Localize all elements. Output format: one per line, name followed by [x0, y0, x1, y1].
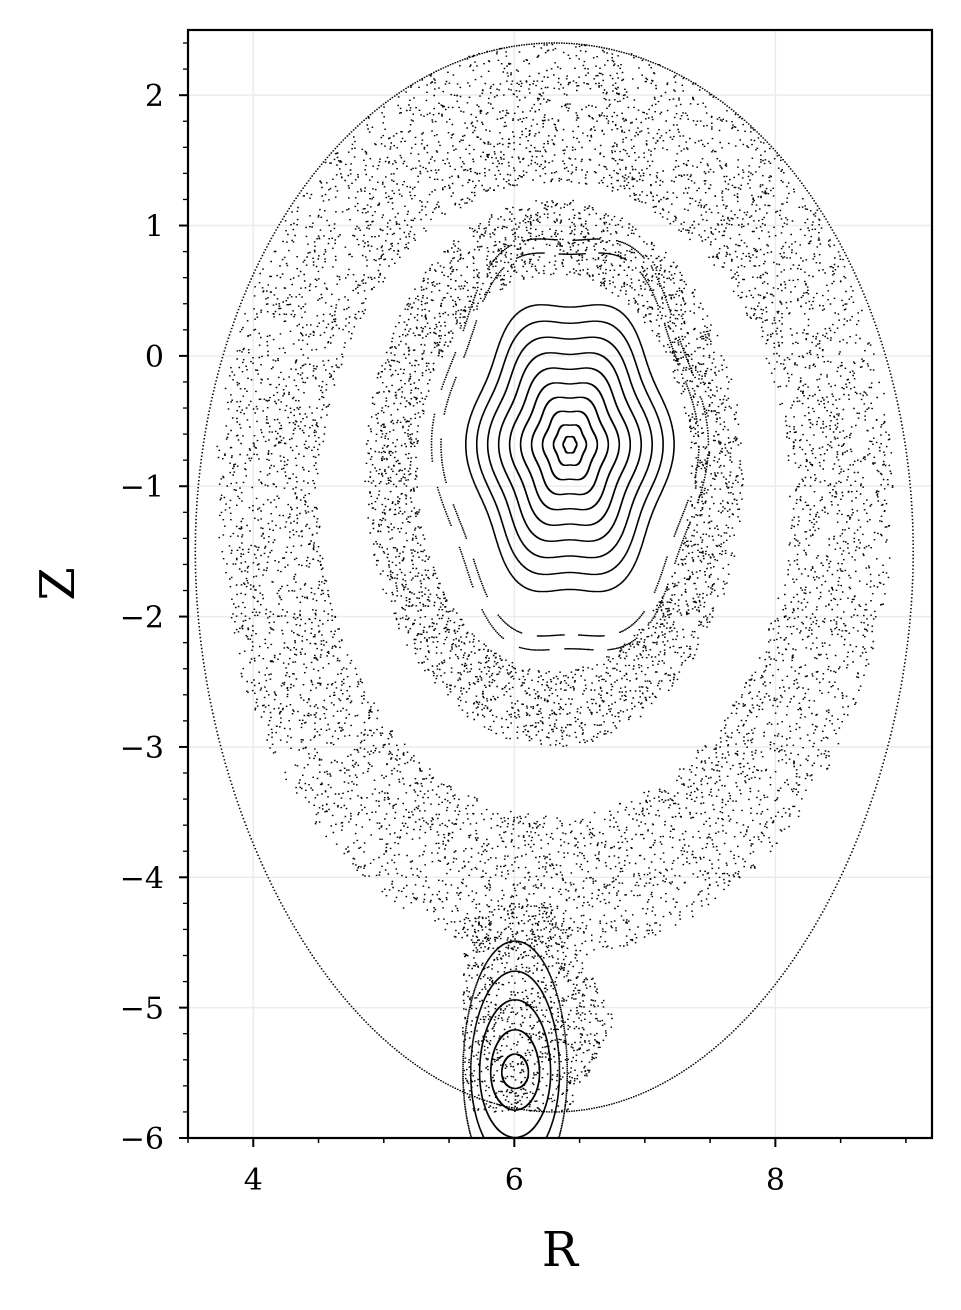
y-tick-label: 0	[145, 340, 164, 375]
y-tick-label: −6	[120, 1122, 164, 1157]
x-tick-label: 6	[505, 1163, 524, 1198]
plot-frame	[186, 28, 934, 1140]
x-tick-label: 8	[766, 1163, 785, 1198]
scatter-points	[194, 42, 914, 1139]
axis-ticks: 4 6 8 2 1 0 −1 −2 −3 −4 −5 −6	[120, 42, 907, 1198]
y-axis-label: Z	[30, 567, 86, 600]
y-tick-label: 2	[145, 79, 164, 114]
y-tick-label: −5	[120, 992, 164, 1027]
y-tick-label: −2	[120, 601, 164, 636]
y-tick-label: 1	[145, 210, 164, 245]
grid	[188, 30, 932, 1139]
poincare-points	[194, 42, 914, 1139]
y-tick-label: −3	[120, 731, 164, 766]
x-axis-label: R	[542, 1222, 580, 1278]
x-tick-label: 4	[244, 1163, 263, 1198]
y-tick-label: −4	[120, 861, 164, 896]
y-tick-label: −1	[120, 470, 164, 505]
